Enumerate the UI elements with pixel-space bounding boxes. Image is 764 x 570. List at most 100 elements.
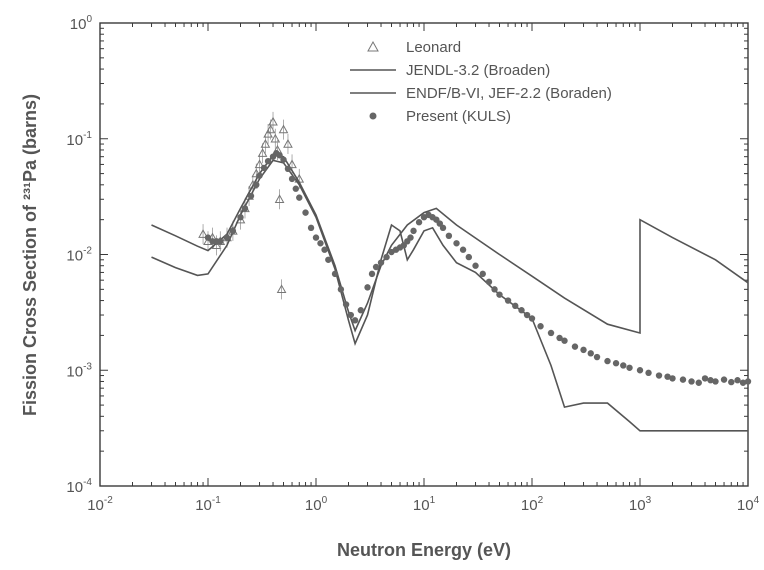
data-point (465, 253, 473, 261)
x-tick-label: 104 (737, 495, 760, 514)
data-point (415, 219, 423, 226)
data-point (237, 214, 244, 221)
x-tick-label: 10-2 (87, 495, 113, 514)
x-axis-label: Neutron Energy (eV) (337, 540, 511, 560)
data-point (688, 378, 695, 385)
data-point (604, 357, 611, 365)
data-point-triangle (265, 124, 276, 134)
data-point (217, 238, 224, 245)
series-layer (151, 111, 752, 432)
data-point (260, 164, 268, 172)
data-point (364, 284, 371, 291)
data-point (312, 234, 320, 241)
legend-item: Leonard (367, 39, 461, 56)
data-point (302, 209, 309, 216)
data-point (247, 192, 255, 200)
x-tick-label: 102 (521, 495, 544, 514)
data-point (241, 205, 249, 212)
data-point (695, 379, 702, 386)
data-point (253, 181, 260, 189)
y-tick-label: 10-1 (66, 130, 92, 149)
data-point-triangle (283, 139, 293, 148)
data-point (264, 157, 272, 165)
data-point (331, 270, 339, 278)
data-point (288, 175, 296, 183)
data-point (701, 375, 709, 382)
data-point (407, 234, 414, 241)
data-point (383, 253, 390, 261)
x-tick-label: 101 (413, 495, 436, 514)
data-point (377, 259, 385, 266)
data-point (707, 377, 714, 384)
data-point (439, 224, 447, 232)
data-point (571, 343, 579, 350)
data-point (712, 378, 719, 385)
data-point (485, 278, 493, 286)
data-point (655, 372, 663, 379)
data-point (669, 375, 676, 382)
data-point (664, 373, 671, 380)
series-1 (151, 154, 749, 335)
legend-label: ENDF/B-VI, JEF-2.2 (Boraden) (406, 85, 612, 102)
data-point-triangle (257, 148, 268, 157)
data-point (347, 311, 354, 319)
data-point (547, 329, 555, 337)
data-point (587, 350, 594, 357)
data-point-triangle (268, 116, 278, 126)
data-point-triangle (254, 159, 265, 169)
data-point (292, 185, 299, 192)
y-tick-label: 10-3 (66, 361, 92, 380)
data-point (720, 376, 728, 383)
series-3 (204, 150, 752, 386)
legend-item: Present (KULS) (369, 108, 511, 125)
data-point (472, 262, 479, 269)
legend-dot-swatch (369, 112, 377, 120)
data-point (556, 334, 563, 342)
data-point (296, 194, 303, 201)
data-point (744, 378, 752, 385)
data-point (479, 270, 486, 278)
data-point (223, 234, 231, 241)
legend-label: Leonard (406, 39, 461, 56)
data-point (518, 307, 525, 314)
legend: Leonard JENDL-3.2 (Broaden) ENDF/B-VI, JEF… (350, 39, 612, 125)
data-point (734, 377, 741, 384)
data-point (504, 297, 512, 304)
data-point (561, 337, 568, 344)
axis-ticks: 10-2 10-1 100 101 102 103 104 10-4 10-3 10-2 10-1 1… (66, 14, 759, 514)
data-point (491, 286, 498, 293)
data-point (523, 311, 531, 319)
series-2 (151, 159, 748, 432)
legend-label: JENDL-3.2 (Broaden) (406, 62, 550, 79)
series-line (151, 154, 749, 335)
data-point-triangle (278, 124, 289, 134)
data-point (612, 360, 620, 367)
data-point (593, 353, 601, 361)
data-point-triangle (287, 159, 297, 169)
data-point (276, 152, 283, 159)
data-point (459, 246, 467, 253)
data-point (342, 301, 350, 308)
legend-triangle-swatch (367, 40, 379, 52)
data-point-triangle (263, 128, 273, 138)
legend-item: JENDL-3.2 (Broaden) (350, 62, 550, 79)
series-line (151, 159, 748, 432)
data-point (636, 367, 644, 374)
data-point (351, 317, 359, 324)
y-tick-label: 10-2 (66, 246, 92, 265)
y-tick-label: 10-4 (66, 477, 92, 496)
data-point-triangle (276, 284, 287, 294)
x-tick-label: 100 (305, 495, 328, 514)
data-point (626, 364, 633, 371)
x-tick-label: 10-1 (195, 495, 221, 514)
data-point (317, 240, 324, 247)
x-tick-label: 103 (629, 495, 652, 514)
data-point (256, 172, 263, 179)
data-point (445, 232, 453, 240)
data-point (620, 362, 627, 369)
data-point (321, 246, 328, 253)
data-point (728, 378, 735, 386)
data-point (580, 346, 587, 354)
data-point (204, 234, 212, 241)
